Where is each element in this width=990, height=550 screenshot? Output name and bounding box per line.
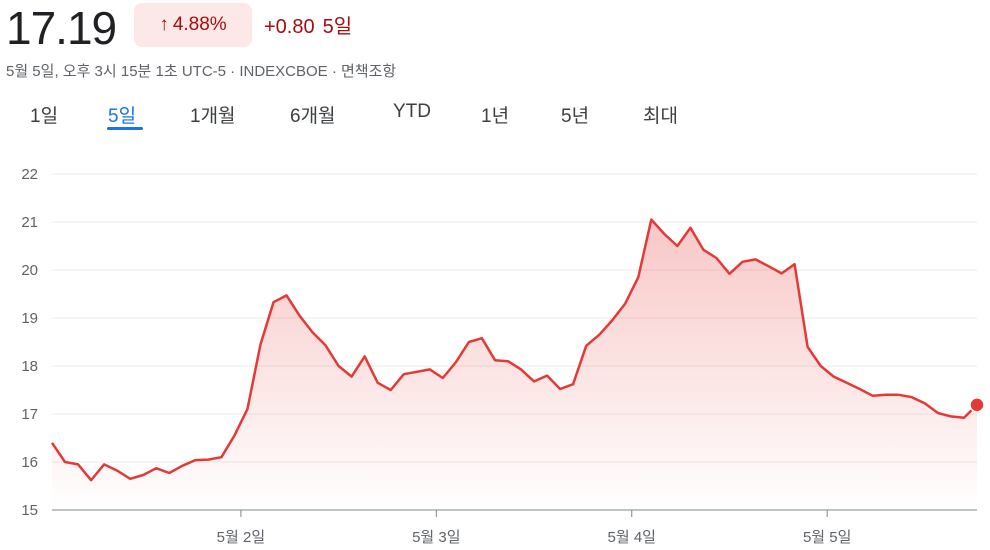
y-tick-label: 16 (21, 454, 38, 471)
quote-meta: 5월 5일, 오후 3시 15분 1초 UTC-5 · INDEXCBOE · … (6, 63, 397, 80)
range-tabs: 1일 5일 1개월 6개월 YTD 1년 5년 최대 (0, 96, 990, 136)
percent-change-badge: ↑ 4.88% (134, 3, 252, 47)
y-tick-label: 19 (21, 310, 38, 327)
y-tick-label: 22 (21, 166, 38, 183)
y-tick-label: 15 (21, 502, 38, 519)
latest-price-point[interactable] (969, 397, 985, 413)
tab-1y[interactable]: 1년 (481, 106, 510, 127)
x-tick-label: 5월 5일 (803, 529, 851, 546)
tab-5y[interactable]: 5년 (561, 106, 590, 127)
y-tick-label: 17 (21, 406, 38, 423)
price-series-line (50, 218, 978, 482)
y-tick-label: 18 (21, 358, 38, 375)
change-period: 5일 (322, 16, 353, 38)
absolute-change-value: +0.80 (264, 16, 315, 38)
tab-max[interactable]: 최대 (643, 106, 678, 127)
price-area-fill (52, 219, 977, 510)
tab-1d[interactable]: 1일 (30, 106, 59, 127)
x-tick-label: 5월 3일 (412, 529, 460, 546)
x-tick-label: 5월 2일 (217, 529, 265, 546)
absolute-change: +0.80 5일 (264, 10, 360, 39)
tab-ytd[interactable]: YTD (393, 101, 431, 122)
current-price: 17.19 (6, 2, 117, 54)
arrow-up-icon: ↑ (159, 14, 169, 35)
percent-change-value: 4.88% (172, 14, 227, 35)
tab-6m[interactable]: 6개월 (290, 106, 336, 127)
x-tick-label: 5월 4일 (608, 529, 656, 546)
y-tick-label: 20 (21, 262, 38, 279)
tab-1m[interactable]: 1개월 (190, 106, 236, 127)
y-tick-label: 21 (21, 214, 38, 231)
tab-5d[interactable]: 5일 (108, 106, 137, 127)
active-tab-indicator (107, 127, 143, 130)
